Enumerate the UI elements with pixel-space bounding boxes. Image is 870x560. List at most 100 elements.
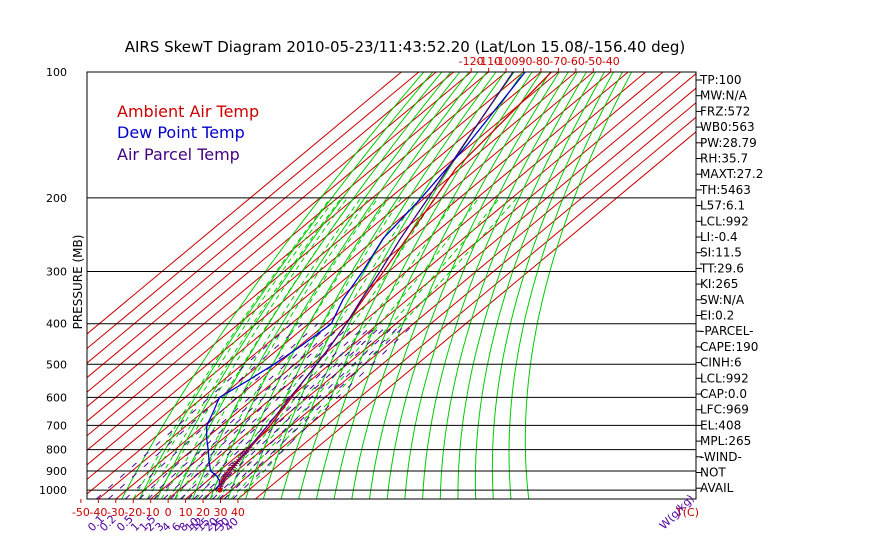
pressure-tick-label: 600: [46, 391, 67, 404]
top-temp-tick-label: -100: [494, 55, 519, 68]
pressure-tick-label: 500: [46, 358, 67, 371]
dry-adiabat-line: [524, 72, 633, 499]
dry-adiabat-line: [156, 72, 443, 499]
moist-adiabat-line: [230, 197, 501, 499]
index-label: MW:N/A: [700, 89, 748, 103]
bottom-temp-tick-label: -40: [89, 506, 107, 519]
index-label: KI:265: [700, 277, 738, 291]
y-axis-label: PRESSURE (MB): [71, 235, 85, 330]
index-label: CAP:0.0: [700, 387, 747, 401]
moist-adiabat-line: [146, 197, 342, 499]
index-label: MAXT:27.2: [700, 167, 763, 181]
mixing-ratio-line: [138, 323, 331, 499]
bottom-temp-tick-label: -30: [107, 506, 125, 519]
surface-marker: [217, 487, 223, 493]
index-label: LI:-0.4: [700, 230, 738, 244]
mixing-ratio-line: [163, 323, 353, 499]
index-label: TH:5463: [699, 183, 751, 197]
dry-adiabat-line: [245, 72, 488, 499]
legend-ambient: Ambient Air Temp: [117, 102, 259, 121]
mixing-ratio-line: [224, 323, 408, 499]
mixing-ratio-line: [147, 323, 339, 499]
mixing-ratio-line: [218, 323, 403, 499]
bottom-temp-tick-label: 0: [165, 506, 172, 519]
top-temp-tick-label: -60: [567, 55, 585, 68]
moist-adiabat-line: [202, 197, 417, 499]
bottom-temp-tick-label: 10: [179, 506, 193, 519]
index-label: LFC:969: [700, 403, 749, 417]
bottom-temp-tick-label: -50: [72, 506, 90, 519]
top-temp-tick-label: -80: [532, 55, 550, 68]
dry-adiabat-line: [227, 72, 479, 499]
index-label: -PARCEL-: [700, 324, 754, 338]
isotherm-line: [87, 72, 489, 408]
dry-adiabat-line: [508, 72, 623, 499]
mixing-ratio-line: [107, 323, 303, 499]
isotherm-line: [87, 72, 455, 379]
index-label: SW:N/A: [700, 293, 745, 307]
index-label: TP:100: [699, 73, 742, 87]
moist-adiabat-line: [132, 197, 331, 499]
moist-adiabat-line: [160, 197, 355, 499]
background-lines: [87, 72, 696, 499]
mixing-ratio-line: [198, 323, 385, 499]
pressure-tick-label: 900: [46, 465, 67, 478]
isotherm-line: [87, 72, 420, 350]
isotherm-line: [220, 102, 696, 499]
index-label: SI:11.5: [700, 246, 742, 260]
index-label: NOT: [700, 466, 726, 480]
dry-adiabat-line: [298, 72, 515, 499]
mixing-ratio-line: [170, 323, 359, 499]
moist-adiabat-line: [237, 197, 518, 499]
index-label: RH:35.7: [700, 152, 748, 166]
index-label: EI:0.2: [700, 309, 734, 323]
moist-adiabat-line: [139, 197, 337, 499]
top-temp-tick-label: -90: [515, 55, 533, 68]
dry-adiabat-line: [209, 72, 470, 499]
index-label: LCL:992: [700, 214, 749, 228]
isotherm-line: [87, 72, 472, 393]
mixing-ratio-line: [153, 323, 345, 499]
top-temp-tick-label: -40: [602, 55, 620, 68]
index-label: MPL:265: [700, 434, 751, 448]
index-label: CINH:6: [700, 356, 742, 370]
dry-adiabat-line: [457, 72, 596, 499]
index-label: TT:29.6: [699, 261, 744, 275]
dry-adiabat-line: [491, 72, 614, 499]
moist-adiabat-line: [188, 197, 390, 499]
moist-adiabat-line: [223, 197, 480, 499]
index-label: -WIND-: [700, 450, 742, 464]
bottom-temp-tick-label: 40: [231, 506, 245, 519]
axes: 1002003004005006007008009001000-120-110-…: [39, 55, 697, 534]
isotherm-line: [87, 72, 437, 364]
pressure-tick-label: 400: [46, 318, 67, 331]
isotherm-line: [115, 72, 629, 499]
bottom-temp-tick-label: -10: [142, 506, 160, 519]
isotherm-line: [87, 72, 559, 466]
moist-adiabat-line: [195, 197, 402, 499]
top-temp-tick-label: -120: [459, 55, 484, 68]
isotherm-line: [167, 72, 681, 499]
chart-title: AIRS SkewT Diagram 2010-05-23/11:43:52.2…: [125, 38, 686, 56]
isotherm-line: [87, 72, 577, 481]
dry-adiabat-line: [139, 72, 434, 499]
index-label: PW:28.79: [700, 136, 757, 150]
isotherm-line: [237, 116, 696, 499]
mixing-ratio-line: [180, 323, 368, 499]
index-label: EL:408: [700, 418, 741, 432]
moist-adiabat-line: [181, 197, 379, 499]
dry-adiabat-line: [333, 72, 533, 499]
dry-adiabat-line: [280, 72, 506, 499]
isotherm-line: [87, 72, 402, 335]
moist-adiabat-line: [153, 197, 348, 499]
index-label: FRZ:572: [700, 104, 750, 118]
top-temp-tick-label: -110: [476, 55, 501, 68]
isotherm-line: [87, 72, 594, 495]
index-label: AVAIL: [700, 481, 734, 495]
dry-adiabat-line: [422, 72, 578, 499]
dewpoint-temp-line: [205, 72, 526, 491]
mixing-ratio-line: [204, 323, 390, 499]
top-temp-tick-label: -50: [584, 55, 602, 68]
